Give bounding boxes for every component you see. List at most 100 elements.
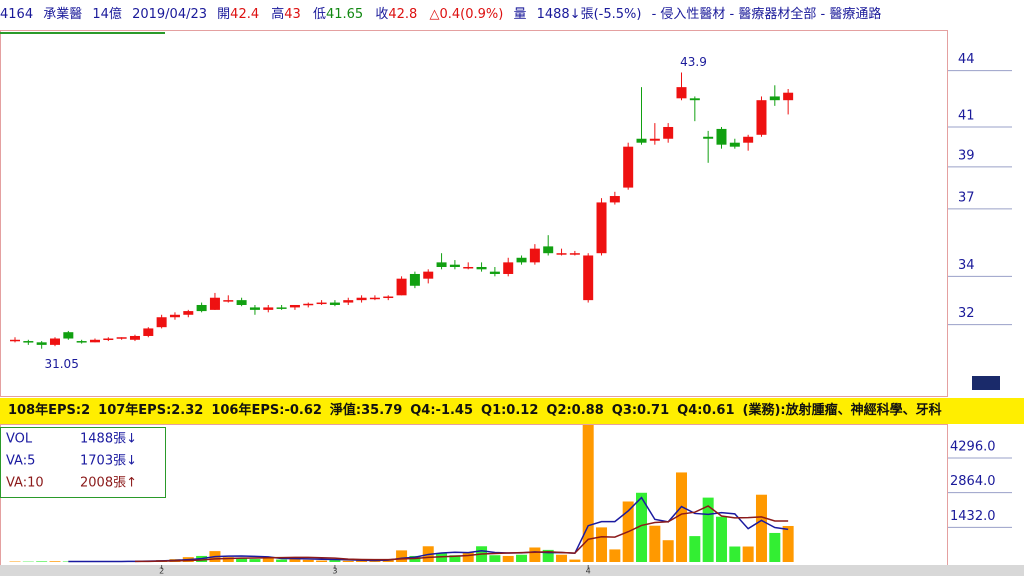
candle-body [769, 96, 780, 101]
candle-body [583, 255, 594, 301]
candle-body [623, 146, 634, 188]
y-tick-label: 1432.0 [950, 509, 996, 524]
candle-body [463, 266, 474, 269]
tags: - 侵入性醫材 - 醫療器材全部 - 醫療通路 [651, 7, 882, 22]
market-cap: 14億 [92, 7, 122, 22]
eps-bar: 108年EPS:2 107年EPS:2.32 106年EPS:-0.62 淨值:35.… [0, 398, 1024, 424]
candle-body [129, 335, 140, 340]
volume-bar [396, 550, 408, 562]
candle-body [303, 303, 314, 306]
candle-body [76, 341, 87, 343]
volume-bar [276, 559, 288, 562]
candle-body [49, 338, 60, 345]
legend-value: 2008張↑ [80, 476, 137, 491]
legend-name: VA:5 [6, 454, 35, 469]
candle-body [676, 87, 687, 99]
candle-body [169, 314, 180, 318]
volume-value: 1488↓張(-5.5%) [536, 7, 642, 22]
candle-body [289, 304, 300, 308]
candle-body [663, 126, 674, 139]
volume-bar [702, 497, 714, 562]
candle-body [729, 142, 740, 147]
volume-bar [742, 546, 754, 562]
volume-bar [636, 492, 648, 562]
volume-bar [529, 547, 541, 562]
open-label: 開 [217, 7, 231, 22]
volume-bar [302, 559, 314, 562]
candle-body [143, 328, 154, 336]
volume-marks [9, 425, 794, 563]
candle-body [343, 300, 354, 303]
candle-body [436, 262, 447, 267]
quote-header: 4164 承業醫 14億 2019/04/23 開42.4 高43 低41.65… [0, 0, 1024, 30]
candle-body [476, 266, 487, 270]
volume-bar [462, 552, 474, 562]
candle-body [183, 311, 194, 315]
eps-item: Q4:-1.45 [410, 403, 474, 418]
candle-body [369, 297, 380, 300]
candle-body [529, 248, 540, 263]
eps-item: 淨值:35.79 [329, 403, 403, 418]
candle-body [409, 273, 420, 286]
candle-body [356, 297, 367, 301]
y-tick-label: 44 [958, 52, 975, 67]
y-tick-label: 2864.0 [950, 474, 996, 489]
change: △0.4(0.9%) [429, 7, 504, 22]
open-value: 42.4 [230, 7, 260, 22]
volume-bar [502, 555, 514, 562]
candle-body [703, 136, 714, 139]
moving-average-line [134, 505, 789, 563]
volume-bar [516, 554, 528, 562]
volume-bar [329, 560, 341, 562]
candle-body [36, 342, 47, 345]
candle-body [209, 297, 220, 310]
legend-name: VA:10 [6, 476, 44, 491]
time-axis [0, 565, 1024, 576]
volume-bar [542, 549, 554, 562]
volume-bar [782, 525, 794, 562]
volume-bar [436, 553, 448, 562]
candle-body [10, 339, 20, 342]
legend-value: 1488張↓ [80, 432, 137, 447]
eps-item: Q1:0.12 [481, 403, 539, 418]
volume-bar [316, 560, 328, 562]
volume-bar [569, 559, 581, 562]
candle-body [103, 338, 114, 341]
legend-name: VOL [6, 432, 33, 447]
volume-bar [662, 540, 674, 562]
candle-body [449, 264, 460, 267]
candle-body [236, 300, 247, 305]
volume-bar [356, 560, 368, 562]
close-label: 收 [375, 7, 389, 22]
eps-item: 108年EPS:2 [8, 403, 91, 418]
volume-bar [755, 494, 767, 562]
candle-body [689, 98, 700, 101]
low-annotation: 31.05 [44, 357, 78, 371]
volume-bar [649, 525, 661, 562]
low-value: 41.65 [325, 7, 364, 22]
candle-body [156, 317, 167, 328]
high-label: 高 [271, 7, 285, 22]
candle-body [276, 307, 287, 309]
y-tick-label: 32 [958, 306, 975, 321]
candle-body [223, 300, 234, 302]
close-value: 42.8 [388, 7, 418, 22]
volume-bar [342, 560, 354, 562]
volume-bar [715, 516, 727, 562]
legend-value: 1703張↓ [80, 454, 137, 469]
y-tick-label: 39 [958, 148, 975, 163]
y-tick-label: 4296.0 [950, 440, 996, 455]
volume-bar [49, 561, 61, 562]
price-panel [0, 30, 948, 397]
candle-body [609, 196, 620, 203]
candle-body [329, 302, 340, 305]
eps-item: 107年EPS:2.32 [98, 403, 204, 418]
eps-item: Q3:0.71 [611, 403, 670, 418]
candle-body [89, 339, 100, 343]
candle-body [316, 302, 327, 305]
volume-bar [676, 472, 687, 562]
candle-body [636, 138, 647, 143]
eps-item: Q2:0.88 [546, 403, 604, 418]
